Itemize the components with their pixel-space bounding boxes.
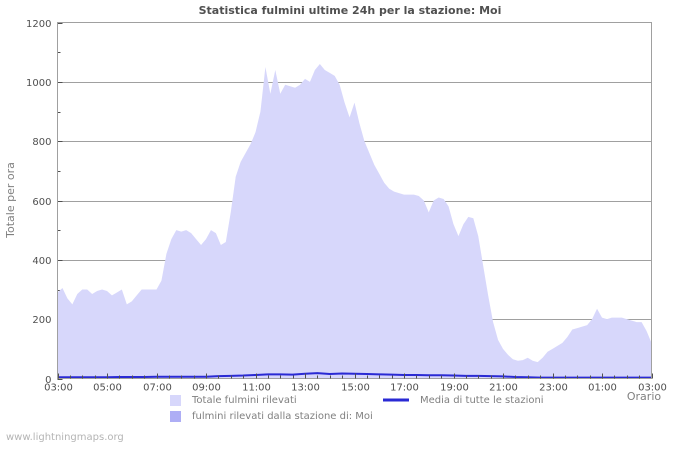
- y-tick-label: 600: [32, 197, 51, 208]
- x-tick-label: 13:00: [291, 383, 320, 394]
- x-tick-label: 17:00: [390, 383, 419, 394]
- x-tick-label: 15:00: [341, 383, 370, 394]
- x-tick-label: 11:00: [242, 383, 271, 394]
- x-tick-label: 09:00: [192, 383, 221, 394]
- y-tick-label: 400: [32, 256, 51, 267]
- y-tick-label: 200: [32, 315, 51, 326]
- x-tick-label: 01:00: [588, 383, 617, 394]
- y-tick-label: 1000: [26, 78, 51, 89]
- legend-label: Totale fulmini rilevati: [191, 395, 297, 406]
- x-axis-ticks: [58, 373, 653, 379]
- legend-swatch-icon: [170, 411, 181, 422]
- x-tick-label: 05:00: [93, 383, 122, 394]
- y-tick-label: 0: [45, 375, 51, 386]
- x-tick-label: 21:00: [489, 383, 518, 394]
- plot-area: [57, 64, 652, 379]
- legend-item: Media di tutte le stazioni: [383, 395, 544, 406]
- legend-label: fulmini rilevati dalla stazione di: Moi: [192, 411, 373, 422]
- series-area-total: [57, 64, 652, 379]
- watermark-label: www.lightningmaps.org: [6, 432, 124, 443]
- legend-label: Media di tutte le stazioni: [420, 395, 544, 406]
- y-axis-title: Totale per ora: [4, 162, 17, 239]
- x-tick-label: 03:00: [638, 383, 667, 394]
- chart-legend: Totale fulmini rilevati fulmini rilevati …: [170, 395, 544, 422]
- legend-swatch-icon: [170, 395, 181, 406]
- legend-item: Totale fulmini rilevati: [170, 395, 297, 406]
- legend-item: fulmini rilevati dalla stazione di: Moi: [170, 411, 373, 422]
- x-axis-tick-labels: 03:00 05:00 07:00 09:00 11:00 13:00 15:00 17:00…: [44, 383, 667, 394]
- x-axis-title: Orario: [627, 390, 662, 403]
- chart-title: Statistica fulmini ultime 24h per la sta…: [199, 4, 502, 17]
- y-axis-tick-labels: 0 200 400 600 800 1000 1200: [26, 19, 51, 386]
- plot-frame: [57, 22, 652, 379]
- series-line-mean: [57, 372, 652, 379]
- y-tick-label: 1200: [26, 19, 51, 30]
- y-tick-label: 800: [32, 137, 51, 148]
- x-tick-label: 19:00: [440, 383, 469, 394]
- x-tick-label: 23:00: [539, 383, 568, 394]
- x-tick-label: 03:00: [44, 383, 73, 394]
- x-tick-label: 07:00: [143, 383, 172, 394]
